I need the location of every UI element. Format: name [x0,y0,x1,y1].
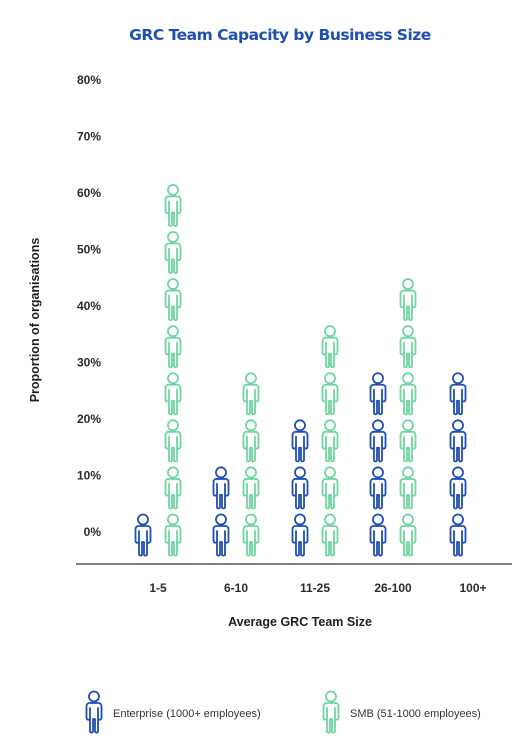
y-tick-label: 0% [84,525,102,539]
smb-person-icon [399,278,417,322]
enterprise-person-icon [85,690,103,734]
enterprise-person-icon [369,466,387,510]
x-tick-label: 1-5 [149,581,167,595]
enterprise-person-icon [449,419,467,463]
y-tick-label: 30% [77,356,101,370]
enterprise-person-icon [291,419,309,463]
smb-person-icon [321,513,339,557]
chart-marks [134,184,467,557]
legend: Enterprise (1000+ employees) SMB (51-100… [85,690,481,734]
smb-person-icon [164,513,182,557]
smb-person-icon [321,325,339,369]
smb-person-icon [399,325,417,369]
smb-person-icon [164,419,182,463]
x-tick-label: 100+ [459,581,486,595]
legend-label-smb: SMB (51-1000 employees) [350,708,481,720]
enterprise-person-icon [212,466,230,510]
x-axis-title: Average GRC Team Size [228,615,372,629]
smb-person-icon [164,184,182,227]
y-tick-label: 10% [77,469,101,483]
smb-person-icon [399,372,417,416]
chart-title: GRC Team Capacity by Business Size [129,26,431,44]
enterprise-person-icon [369,372,387,416]
x-tick-label: 6-10 [224,581,248,595]
smb-person-icon [164,278,182,322]
y-axis-ticks: 0% 10% 20% 30% 40% 50% 60% 70% 80% [77,73,101,539]
y-tick-label: 50% [77,243,101,257]
enterprise-person-icon [134,513,152,557]
smb-person-icon [242,372,260,416]
x-tick-label: 11-25 [300,581,330,595]
x-tick-label: 26-100 [374,581,412,595]
smb-person-icon [322,690,340,734]
enterprise-person-icon [449,466,467,510]
smb-person-icon [321,419,339,463]
smb-person-icon [399,466,417,510]
smb-person-icon [164,325,182,369]
smb-person-icon [399,513,417,557]
y-tick-label: 80% [77,73,101,87]
smb-person-icon [242,513,260,557]
x-axis-ticks: 1-5 6-10 11-25 26-100 100+ [149,581,486,595]
legend-label-enterprise: Enterprise (1000+ employees) [113,708,261,720]
y-tick-label: 40% [77,299,101,313]
smb-person-icon [242,466,260,510]
legend-item-smb: SMB (51-1000 employees) [322,690,481,734]
enterprise-person-icon [212,513,230,557]
y-tick-label: 60% [77,186,101,200]
smb-person-icon [399,419,417,463]
y-tick-label: 20% [77,412,101,426]
smb-person-icon [321,372,339,416]
enterprise-person-icon [369,419,387,463]
smb-person-icon [164,231,182,274]
y-tick-label: 70% [77,130,101,144]
enterprise-person-icon [369,513,387,557]
enterprise-person-icon [449,372,467,416]
enterprise-person-icon [449,513,467,557]
enterprise-person-icon [291,466,309,510]
smb-person-icon [321,466,339,510]
smb-person-icon [164,372,182,416]
smb-person-icon [164,466,182,510]
smb-person-icon [242,419,260,463]
legend-item-enterprise: Enterprise (1000+ employees) [85,690,261,734]
enterprise-person-icon [291,513,309,557]
y-axis-title: Proportion of organisations [28,238,42,403]
